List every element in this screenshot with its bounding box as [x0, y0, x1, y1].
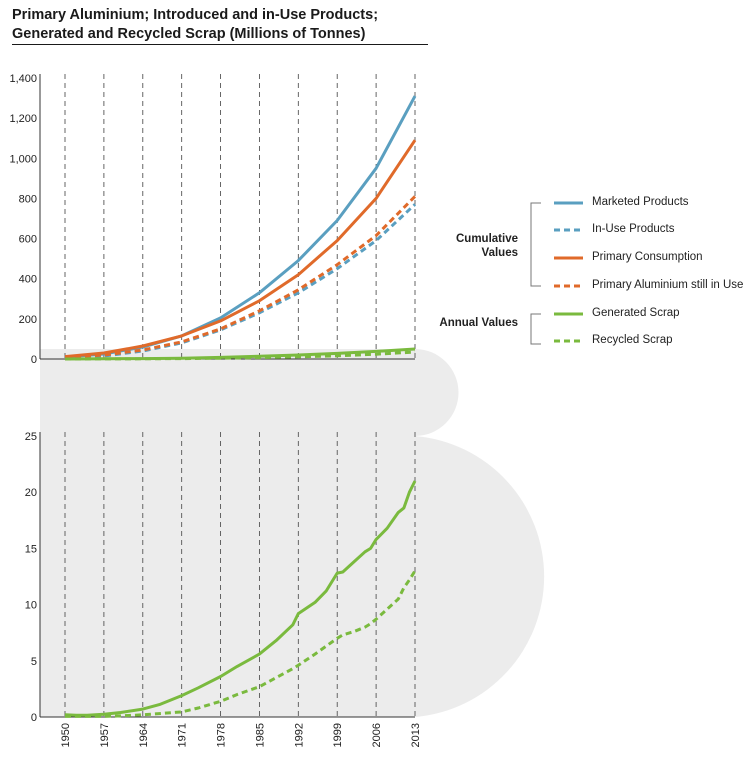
legend-label: Primary Aluminium still in Use	[592, 279, 744, 291]
chart-title-line-1: Primary Aluminium; Introduced and in-Use…	[12, 7, 379, 23]
x-tick-label: 1950	[60, 723, 72, 747]
x-tick-label: 1964	[138, 723, 150, 747]
zoom-background	[40, 349, 545, 717]
title-underline	[12, 44, 428, 46]
series-line-recycled-scrap-panel-2	[65, 570, 417, 718]
legend-label: Recycled Scrap	[592, 334, 673, 346]
y-tick-label: 1,200	[9, 113, 37, 125]
x-tick-label: 2006	[371, 723, 383, 747]
x-tick-label: 1971	[177, 723, 189, 747]
x-tick-label: 1957	[99, 723, 111, 747]
series-line-in-use-products-panel-1	[64, 203, 417, 360]
y-tick-label: 25	[25, 431, 37, 443]
legend-group-cumulative: Cumulative Values	[456, 233, 518, 259]
x-tick-label: 1985	[254, 723, 266, 747]
y-tick-label: 800	[19, 193, 37, 205]
series-line-primary-consumption-panel-1	[64, 139, 417, 359]
y-tick-label: 400	[19, 274, 37, 286]
legend-markers	[530, 201, 583, 345]
y-tick-label: 0	[31, 354, 37, 366]
legend-label: Primary Consumption	[592, 251, 703, 263]
y-tick-label: 20	[25, 487, 37, 499]
legend-bracket-annual	[530, 313, 541, 345]
zoom-panel-background	[40, 436, 545, 717]
x-tick-label: 1999	[332, 723, 344, 747]
legend-label: Generated Scrap	[592, 307, 680, 319]
y-tick-label: 15	[25, 543, 37, 555]
series-lines	[64, 95, 417, 718]
series-line-marketed-products-panel-1	[64, 95, 417, 359]
x-tick-label: 1992	[293, 723, 305, 747]
x-tick-label: 1978	[216, 723, 228, 747]
y-tick-label: 5	[31, 656, 37, 668]
legend-label: Marketed Products	[592, 196, 689, 208]
legend-group-annual: Annual Values	[439, 317, 518, 329]
axes: 0 200 400 600 800 1,000 1,200 1,400 0 5 10 15 20 25 19…	[9, 73, 422, 747]
series-line-primary-aluminium-still-in-use-panel-1	[64, 195, 417, 359]
y-tick-label: 200	[19, 314, 37, 326]
legend-bracket-cumulative	[530, 202, 541, 287]
zoom-connector	[40, 349, 459, 436]
series-line-recycled-scrap-panel-1	[64, 350, 416, 361]
y-tick-label: 1,000	[9, 153, 37, 165]
x-tick-label: 2013	[410, 723, 422, 747]
y-tick-label: 10	[25, 600, 37, 612]
y-tick-label: 1,400	[9, 73, 37, 85]
grid-lines	[64, 74, 416, 717]
y-tick-label: 0	[31, 712, 37, 724]
y-tick-label: 600	[19, 234, 37, 246]
series-line-generated-scrap-panel-2	[64, 480, 417, 717]
chart-title-line-2: Generated and Recycled Scrap (Millions o…	[12, 26, 366, 42]
legend-label: In-Use Products	[592, 223, 675, 235]
chart-title: Primary Aluminium; Introduced and in-Use…	[12, 6, 428, 44]
